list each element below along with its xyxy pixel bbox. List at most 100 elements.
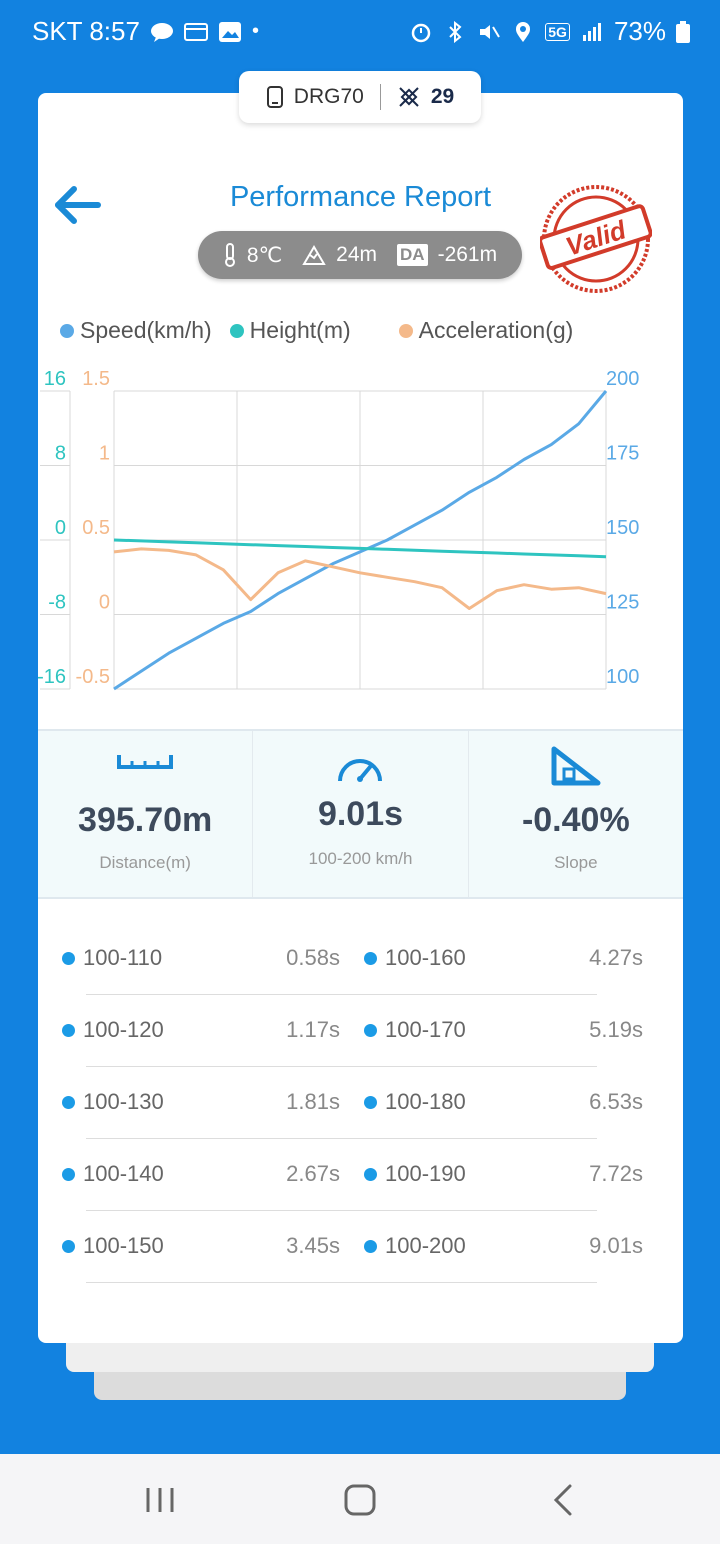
split-range-left: 100-150 [62, 1233, 164, 1259]
split-times-list: 100-110 0.58s 100-160 4.27s 100-120 1.17… [38, 923, 683, 1283]
slope-icon [551, 746, 601, 786]
talk-icon [150, 22, 173, 42]
height-axis-tick-label: 0 [55, 517, 66, 539]
divider [379, 84, 381, 110]
legend-item-speed: Speed(km/h) [60, 317, 212, 344]
status-time: SKT 8:57 [32, 16, 140, 46]
notification-dot-icon: • [251, 20, 259, 42]
stat-time: 9.01s 100-200 km/h [253, 731, 469, 897]
acceleration-axis-tick-label: 0 [99, 592, 110, 614]
speedometer-icon [338, 759, 383, 782]
split-range-right: 100-190 [364, 1161, 466, 1187]
device-name: DRG70 [293, 85, 364, 108]
stat-slope: -0.40% Slope [469, 731, 683, 897]
speed-axis-tick-label: 100 [606, 666, 639, 688]
status-bar: SKT 8:57 • 5G 73% [0, 0, 720, 62]
density-altitude-value: -261m [437, 243, 498, 266]
speed-axis-tick-label: 125 [606, 592, 639, 614]
navigation-bar [0, 1454, 720, 1544]
acceleration-line [113, 547, 607, 610]
image-icon [218, 21, 241, 42]
divider [86, 1282, 597, 1283]
performance-report-card: Performance Report 8℃ 24m DA -261m Valid… [38, 93, 683, 1343]
legend-item-acceleration: Acceleration(g) [398, 317, 574, 344]
legend-label-acceleration: Acceleration(g) [418, 317, 574, 343]
distance-label: Distance(m) [99, 853, 191, 872]
split-range-left: 100-130 [62, 1089, 164, 1115]
split-time-left: 3.45s [286, 1233, 340, 1258]
battery-icon [676, 20, 690, 43]
list-item: 100-120 1.17s 100-170 5.19s [38, 995, 683, 1067]
split-time-right: 6.53s [589, 1089, 643, 1114]
split-time-right: 7.72s [589, 1161, 643, 1186]
home-icon[interactable] [340, 1482, 380, 1518]
legend-label-speed: Speed(km/h) [80, 317, 212, 343]
time-label: 100-200 km/h [308, 849, 413, 868]
list-item: 100-110 0.58s 100-160 4.27s [38, 923, 683, 995]
split-time-left: 0.58s [286, 945, 340, 970]
list-item: 100-130 1.81s 100-180 6.53s [38, 1067, 683, 1139]
list-item: 100-140 2.67s 100-190 7.72s [38, 1139, 683, 1211]
alarm-icon [412, 23, 431, 42]
speed-axis-tick-label: 200 [606, 368, 639, 390]
valid-stamp-icon: Valid [540, 185, 652, 293]
back-arrow-icon[interactable] [52, 183, 102, 227]
device-icon [266, 86, 283, 108]
slope-label: Slope [554, 853, 598, 872]
height-line [113, 538, 607, 559]
split-time-right: 4.27s [589, 945, 643, 970]
height-axis-tick-label: -8 [48, 592, 66, 614]
chart-legend: Speed(km/h) Height(m) Acceleration(g) [60, 317, 573, 344]
signal-icon [582, 22, 601, 41]
divider [86, 1066, 597, 1067]
time-value: 9.01s [317, 795, 404, 833]
legend-dot-acceleration [398, 323, 413, 338]
mountain-icon [302, 245, 326, 265]
altitude-value: 24m [336, 243, 378, 266]
network-type: 5G [545, 22, 570, 41]
acceleration-axis-tick-label: 1 [99, 443, 110, 465]
legend-dot-speed [60, 323, 74, 338]
height-axis-tick-label: -16 [38, 666, 66, 688]
satellite-count: 29 [430, 85, 455, 108]
speed-axis-tick-label: 175 [606, 443, 639, 465]
split-time-left: 2.67s [286, 1161, 340, 1186]
split-time-right: 5.19s [589, 1017, 643, 1042]
stat-distance: 395.70m Distance(m) [38, 731, 254, 897]
recent-apps-icon[interactable] [140, 1482, 180, 1518]
acceleration-axis-tick-label: -0.5 [76, 666, 110, 688]
split-range-left: 100-140 [62, 1161, 164, 1187]
split-range-right: 100-200 [364, 1233, 466, 1259]
divider [86, 994, 597, 995]
thermometer-icon [224, 243, 235, 267]
divider [86, 1210, 597, 1211]
split-range-right: 100-180 [364, 1089, 466, 1115]
temperature-value: 8℃ [246, 243, 283, 267]
back-nav-icon[interactable] [544, 1482, 584, 1518]
wallet-icon [183, 22, 208, 41]
split-time-right: 9.01s [589, 1233, 643, 1258]
device-pill[interactable]: DRG70 29 [239, 71, 481, 123]
split-time-left: 1.81s [286, 1089, 340, 1114]
split-range-left: 100-110 [62, 945, 162, 971]
split-range-right: 100-170 [364, 1017, 466, 1043]
acceleration-axis-tick-label: 1.5 [82, 368, 110, 390]
legend-label-height: Height(m) [249, 317, 351, 343]
performance-chart: 16 8 0 -8 -16 1.5 1 0.5 0 -0.5 200 175 150 125 100 [38, 368, 639, 691]
bluetooth-icon [449, 20, 462, 43]
stats-panel: 395.70m Distance(m) 9.01s 100-200 km/h -… [38, 729, 683, 899]
list-item: 100-150 3.45s 100-200 9.01s [38, 1211, 683, 1283]
distance-value: 395.70m [78, 801, 213, 839]
acceleration-axis-tick-label: 0.5 [82, 517, 110, 539]
battery-percent: 73% [613, 16, 666, 46]
location-icon [516, 21, 531, 42]
split-range-left: 100-120 [62, 1017, 164, 1043]
satellite-icon [399, 87, 419, 107]
divider [86, 1138, 597, 1139]
density-altitude-label: DA [397, 244, 428, 266]
legend-item-height: Height(m) [229, 317, 351, 344]
slope-value: -0.40% [521, 801, 630, 839]
split-time-left: 1.17s [286, 1017, 340, 1042]
mute-icon [480, 24, 501, 39]
speed-axis-tick-label: 150 [606, 517, 639, 539]
